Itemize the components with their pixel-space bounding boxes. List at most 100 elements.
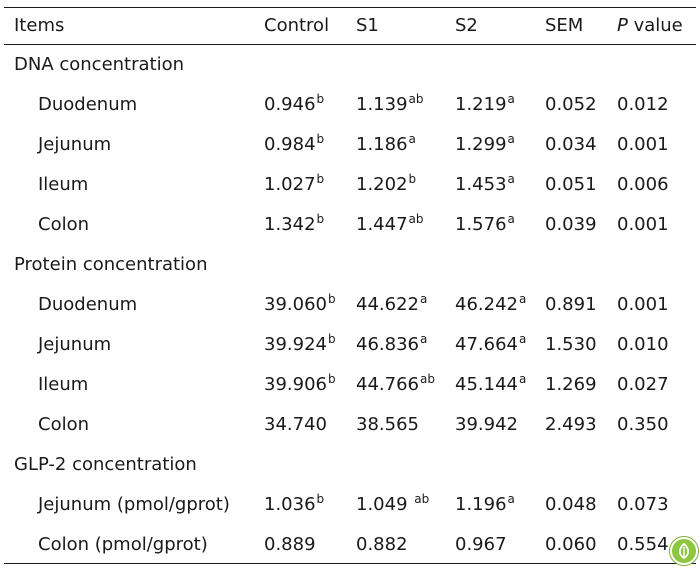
cell-control: 0.984b — [264, 124, 356, 164]
cell-s1: 1.186a — [356, 124, 455, 164]
cell-control-value: 1.036 — [264, 493, 316, 515]
row-item-label: Ileum — [38, 173, 89, 195]
cell-s2-value: 1.219 — [455, 93, 507, 115]
cell-s2-value: 1.196 — [455, 493, 507, 515]
cell-control-value: 1.027 — [264, 173, 316, 195]
cell-p-value: 0.027 — [617, 373, 669, 395]
cell-s1: 1.447ab — [356, 204, 455, 244]
cell-s2-superscript: a — [507, 131, 515, 146]
cell-s1-value: 38.565 — [356, 413, 419, 435]
cell-s2-superscript: a — [507, 171, 515, 186]
cell-p-value: 0.350 — [617, 413, 669, 435]
row-item-label: Duodenum — [38, 93, 138, 115]
header-s1: S1 — [356, 14, 379, 36]
cell-s1: 44.622a — [356, 284, 455, 324]
cell-s2-superscript: a — [507, 491, 515, 506]
cell-sem: 0.051 — [545, 173, 597, 195]
cell-s2-value: 45.144 — [455, 373, 518, 395]
table-row: Colon 34.740 38.565 39.942 2.493 0.350 — [0, 404, 700, 444]
cell-control: 39.060b — [264, 284, 356, 324]
table-bottom-rule — [4, 563, 696, 564]
row-item-label: Colon (pmol/gprot) — [38, 533, 208, 555]
cell-s1-value: 1.447 — [356, 213, 408, 235]
cell-s1-superscript: ab — [414, 491, 430, 506]
publisher-logo-icon — [670, 537, 698, 565]
section-row: Protein concentration — [0, 244, 700, 284]
cell-control-superscript: b — [316, 491, 325, 506]
cell-p-value: 0.001 — [617, 213, 669, 235]
table-row: Colon (pmol/gprot) 0.889 0.882 0.967 0.060 0.… — [0, 524, 700, 564]
cell-control: 0.889 — [264, 524, 356, 564]
cell-s1-value: 44.622 — [356, 293, 419, 315]
cell-sem: 0.034 — [545, 133, 597, 155]
cell-s1: 1.139ab — [356, 84, 455, 124]
cell-control-value: 0.889 — [264, 533, 316, 555]
header-p-italic: P — [617, 14, 628, 36]
cell-control-value: 34.740 — [264, 413, 327, 435]
cell-s1: 1.049 ab — [356, 484, 455, 524]
cell-sem: 0.039 — [545, 213, 597, 235]
table-row: Duodenum 0.946b 1.139ab 1.219a 0.052 0.012 — [0, 84, 700, 124]
cell-s2: 45.144a — [455, 364, 545, 404]
table-row: Jejunum (pmol/gprot) 1.036b 1.049 ab 1.196a… — [0, 484, 700, 524]
cell-s2-value: 1.299 — [455, 133, 507, 155]
cell-control-value: 39.060 — [264, 293, 327, 315]
cell-s1: 44.766ab — [356, 364, 455, 404]
cell-s1-superscript: a — [408, 131, 416, 146]
cell-control: 39.924b — [264, 324, 356, 364]
cell-control-value: 1.342 — [264, 213, 316, 235]
cell-p-value: 0.010 — [617, 333, 669, 355]
cell-s1: 38.565 — [356, 404, 455, 444]
cell-control-superscript: b — [327, 291, 336, 306]
table-row: Duodenum 39.060b 44.622a 46.242a 0.891 0.001 — [0, 284, 700, 324]
cell-control-superscript: b — [316, 131, 325, 146]
cell-s2: 1.576a — [455, 204, 545, 244]
cell-s2-value: 46.242 — [455, 293, 518, 315]
cell-control: 1.027b — [264, 164, 356, 204]
cell-s1-value: 46.836 — [356, 333, 419, 355]
header-items: Items — [14, 14, 65, 36]
cell-sem: 2.493 — [545, 413, 597, 435]
cell-s1-value: 0.882 — [356, 533, 408, 555]
cell-p-value: 0.073 — [617, 493, 669, 515]
row-item-label: Colon — [38, 413, 90, 435]
cell-p-value: 0.554 — [617, 533, 669, 555]
row-item-label: Ileum — [38, 373, 89, 395]
cell-s1-superscript: a — [419, 291, 428, 306]
cell-s1: 0.882 — [356, 524, 455, 564]
cell-p-value: 0.001 — [617, 293, 669, 315]
row-item-label: Jejunum — [38, 333, 112, 355]
cell-s1-superscript: ab — [419, 371, 435, 386]
cell-s2: 1.219a — [455, 84, 545, 124]
row-item-label: Colon — [38, 213, 90, 235]
section-title: GLP-2 concentration — [14, 453, 197, 475]
header-s2: S2 — [455, 14, 478, 36]
cell-s2: 1.453a — [455, 164, 545, 204]
cell-control-value: 0.946 — [264, 93, 316, 115]
cell-control-superscript: b — [327, 371, 336, 386]
cell-s1-superscript: a — [419, 331, 428, 346]
cell-sem: 0.052 — [545, 93, 597, 115]
cell-s1-superscript: b — [408, 171, 417, 186]
cell-s1-value: 1.049 — [356, 493, 414, 515]
cell-s1: 1.202b — [356, 164, 455, 204]
cell-control: 1.036b — [264, 484, 356, 524]
table-row: Jejunum 39.924b 46.836a 47.664a 1.530 0.010 — [0, 324, 700, 364]
cell-p-value: 0.006 — [617, 173, 669, 195]
cell-p-value: 0.001 — [617, 133, 669, 155]
table-header-row: Items Control S1 S2 SEM P value — [0, 0, 700, 44]
table-row: Colon 1.342b 1.447ab 1.576a 0.039 0.001 — [0, 204, 700, 244]
header-control: Control — [264, 14, 330, 36]
table-row: Ileum 39.906b 44.766ab 45.144a 1.269 0.027 — [0, 364, 700, 404]
cell-control-superscript: b — [316, 211, 325, 226]
cell-s1: 46.836a — [356, 324, 455, 364]
cell-sem: 1.269 — [545, 373, 597, 395]
cell-s2-superscript: a — [518, 371, 527, 386]
cell-s2: 0.967 — [455, 524, 545, 564]
cell-s2-superscript: a — [507, 211, 515, 226]
table-row: Ileum 1.027b 1.202b 1.453a 0.051 0.006 — [0, 164, 700, 204]
cell-s2: 1.196a — [455, 484, 545, 524]
cell-control: 1.342b — [264, 204, 356, 244]
cell-s1-superscript: ab — [408, 211, 424, 226]
